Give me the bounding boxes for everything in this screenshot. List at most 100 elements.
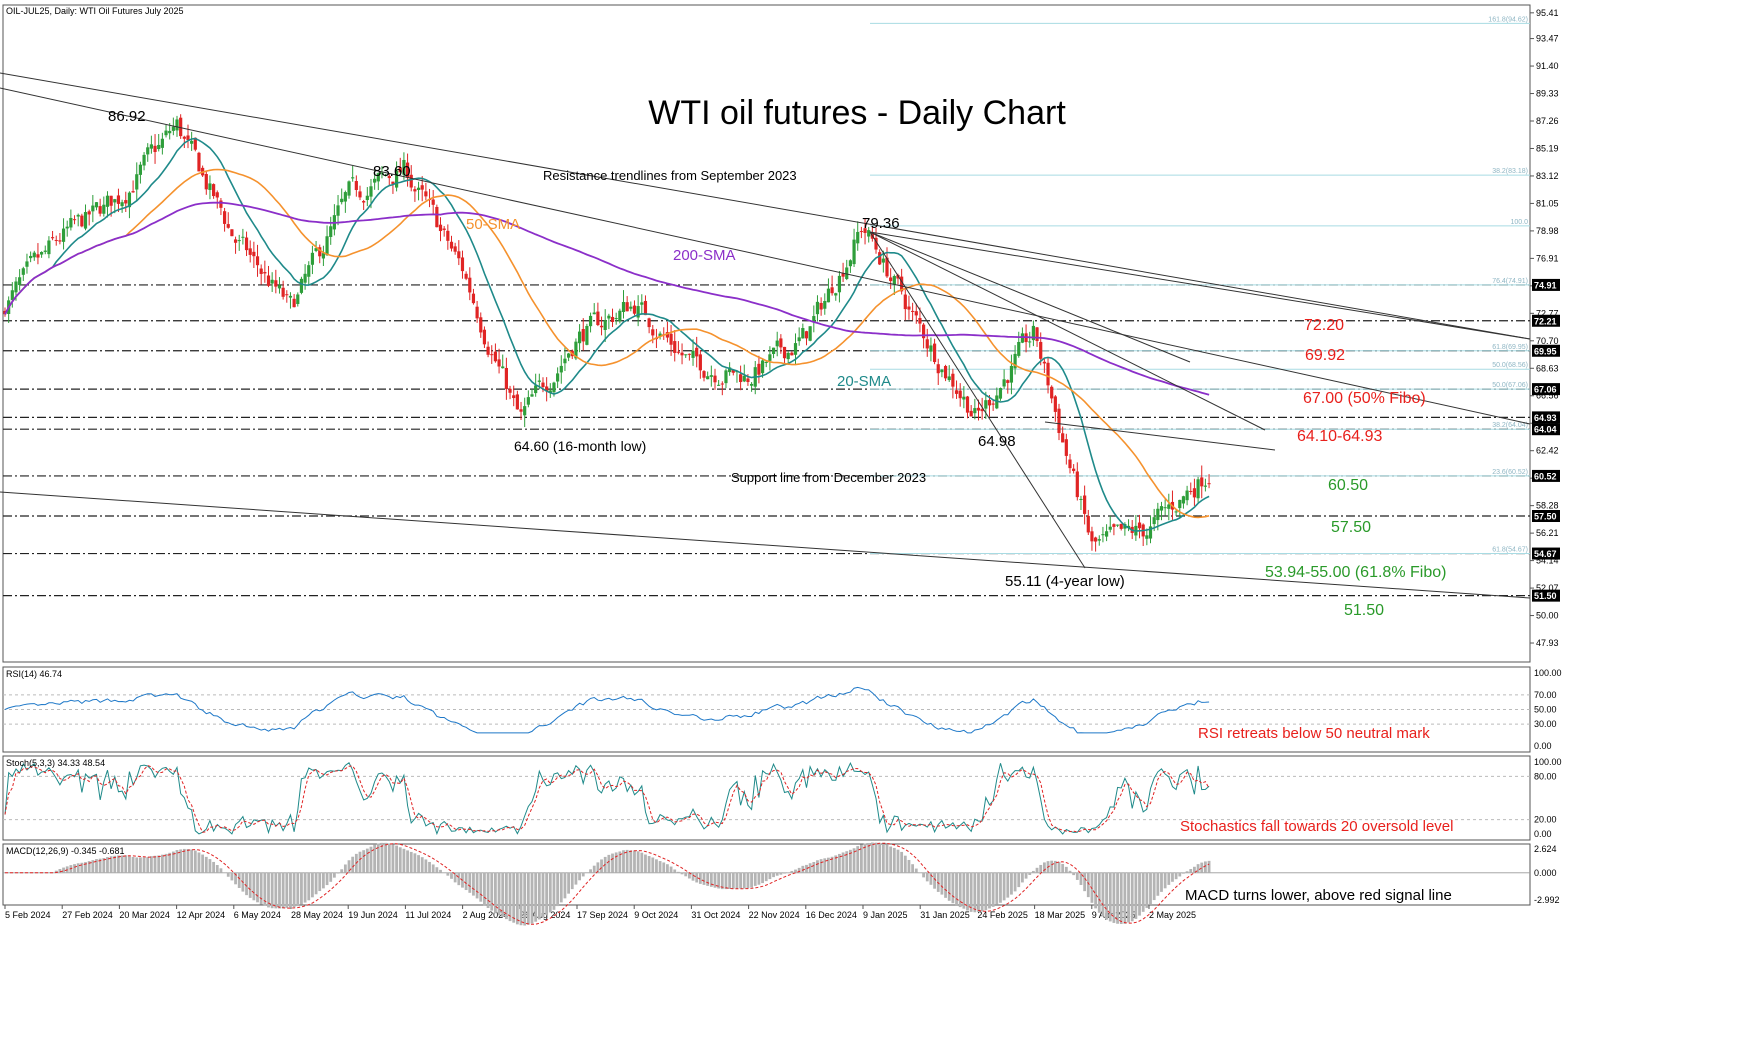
macd-histogram-bar xyxy=(1127,873,1130,923)
macd-histogram-bar xyxy=(465,873,468,890)
candle-body xyxy=(413,189,416,191)
candle-body xyxy=(955,390,958,394)
macd-histogram-bar xyxy=(732,873,735,889)
candle-body xyxy=(801,328,804,338)
candle-body xyxy=(992,404,995,405)
candle-body xyxy=(1087,516,1090,533)
macd-histogram-bar xyxy=(703,873,706,885)
macd-histogram-bar xyxy=(424,859,427,872)
candle-body xyxy=(834,293,837,295)
candle-body xyxy=(838,276,841,292)
macd-histogram-bar xyxy=(1058,862,1061,873)
candle-body xyxy=(648,318,651,327)
macd-histogram-bar xyxy=(673,869,676,872)
macd-histogram-bar xyxy=(666,864,669,873)
macd-histogram-bar xyxy=(421,857,424,873)
macd-histogram-bar xyxy=(644,855,647,873)
candle-body xyxy=(618,311,621,321)
candle-body xyxy=(1046,363,1049,386)
candle-body xyxy=(501,366,504,368)
candle-body xyxy=(421,185,424,189)
macd-histogram-bar xyxy=(560,873,563,903)
macd-histogram-bar xyxy=(739,873,742,889)
date-tick-label: 11 Jul 2024 xyxy=(405,910,451,920)
macd-histogram-bar xyxy=(395,846,398,873)
candle-body xyxy=(702,371,705,378)
candle-body xyxy=(508,389,511,393)
macd-histogram-bar xyxy=(776,873,779,876)
macd-histogram-bar xyxy=(908,860,911,873)
candle-body xyxy=(347,181,350,195)
annotation-label: 64.98 xyxy=(978,433,1016,450)
candle-body xyxy=(1189,491,1192,492)
candle-body xyxy=(84,212,87,229)
candle-body xyxy=(600,326,603,327)
macd-histogram-bar xyxy=(761,873,764,883)
annotation-label: 200-SMA xyxy=(673,247,736,264)
macd-histogram-bar xyxy=(637,851,640,873)
trendline xyxy=(0,492,1530,598)
macd-histogram-bar xyxy=(1182,873,1185,874)
candle-body xyxy=(175,119,178,130)
macd-histogram-bar xyxy=(220,868,223,873)
macd-histogram-bar xyxy=(725,873,728,889)
macd-histogram-bar xyxy=(227,873,230,877)
macd-histogram-bar xyxy=(556,873,559,906)
candle-body xyxy=(644,301,647,315)
candle-body xyxy=(190,141,193,144)
macd-histogram-bar xyxy=(1050,861,1053,873)
candle-body xyxy=(1120,524,1123,529)
macd-histogram-bar xyxy=(1149,873,1152,904)
candle-body xyxy=(626,302,629,311)
macd-histogram-bar xyxy=(882,844,885,873)
candle-body xyxy=(706,376,709,379)
candle-body xyxy=(530,394,533,396)
trendline xyxy=(1045,422,1275,450)
fibo-label: 38.2(83.18) xyxy=(1492,168,1528,175)
candle-body xyxy=(915,311,918,315)
date-tick-label: 20 Mar 2024 xyxy=(119,910,170,920)
candle-body xyxy=(849,260,852,266)
macd-histogram-bar xyxy=(871,843,874,873)
candle-body xyxy=(479,317,482,332)
macd-histogram-bar xyxy=(897,850,900,873)
macd-histogram-bar xyxy=(406,850,409,872)
candle-body xyxy=(1068,460,1071,469)
macd-histogram-bar xyxy=(611,854,614,873)
macd-histogram-bar xyxy=(904,856,907,873)
macd-histogram-bar xyxy=(805,865,808,873)
candle-body xyxy=(245,238,248,251)
annotation-label: 72.20 xyxy=(1304,317,1344,334)
macd-histogram-bar xyxy=(600,859,603,872)
macd-histogram-bar xyxy=(333,873,336,878)
candle-body xyxy=(607,316,610,319)
macd-histogram-bar xyxy=(1065,867,1068,873)
candle-body xyxy=(970,411,973,417)
date-tick-label: 2 May 2025 xyxy=(1149,910,1196,920)
macd-histogram-bar xyxy=(758,873,761,885)
price-tick-label: 93.47 xyxy=(1536,34,1559,44)
candle-body xyxy=(161,139,164,148)
fibo-label: 23.6(60.52) xyxy=(1492,469,1528,476)
candle-body xyxy=(454,246,457,251)
stoch-annotation: Stochastics fall towards 20 oversold lev… xyxy=(1180,818,1453,835)
macd-histogram-bar xyxy=(289,873,292,907)
macd-histogram-bar xyxy=(124,855,127,873)
candle-body xyxy=(713,376,716,383)
candle-body xyxy=(779,338,782,347)
candle-body xyxy=(1112,524,1115,527)
candle-body xyxy=(432,200,435,205)
macd-histogram-bar xyxy=(1164,873,1167,888)
candle-body xyxy=(47,241,50,255)
macd-histogram-bar xyxy=(428,862,431,873)
candle-body xyxy=(856,232,859,243)
macd-histogram-bar xyxy=(252,873,255,900)
candle-body xyxy=(249,248,252,255)
candle-body xyxy=(205,174,208,189)
macd-histogram-bar xyxy=(1123,873,1126,924)
candle-body xyxy=(820,303,823,310)
macd-histogram-bar xyxy=(911,864,914,873)
candle-body xyxy=(831,287,834,293)
candle-body xyxy=(878,252,881,264)
candle-body xyxy=(88,211,91,214)
